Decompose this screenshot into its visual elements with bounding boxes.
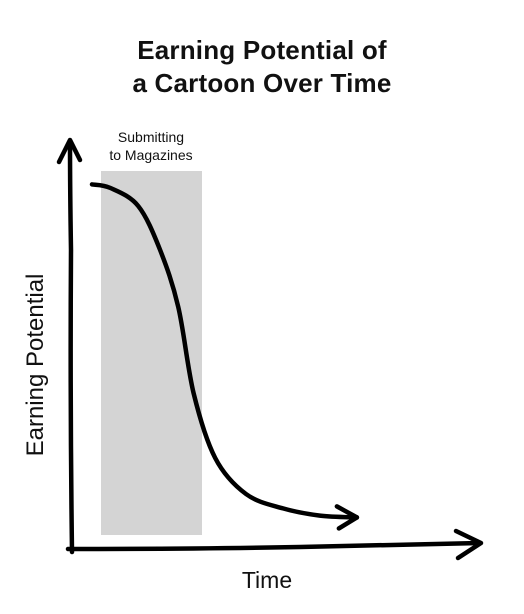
- x-axis-line: [65, 540, 483, 552]
- chart-title-line-1: Earning Potential of: [137, 35, 387, 65]
- shaded-region-label-line-2: to Magazines: [109, 147, 193, 163]
- y-axis-label: Earning Potential: [22, 273, 49, 457]
- x-axis-label: Time: [241, 567, 293, 593]
- curve-arrowhead: [334, 504, 360, 531]
- earning-potential-curve: [89, 182, 360, 520]
- y-axis-line: [67, 139, 75, 555]
- x-axis-arrowhead: [453, 528, 484, 561]
- shaded-region-label-line-1: Submitting: [117, 129, 185, 145]
- y-axis-arrowhead: [56, 137, 83, 165]
- chart-title-line-2: a Cartoon Over Time: [132, 68, 392, 98]
